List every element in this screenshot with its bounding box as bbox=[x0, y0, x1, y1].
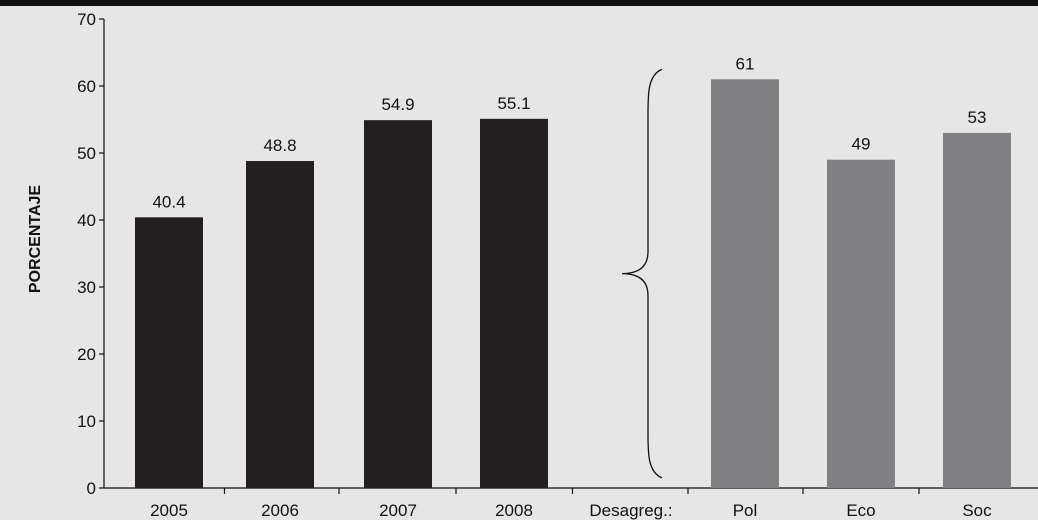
category-label: Desagreg.: bbox=[589, 501, 672, 520]
data-label: 53 bbox=[968, 108, 987, 127]
top-border bbox=[0, 0, 1038, 6]
y-tick-label: 10 bbox=[77, 412, 96, 431]
bar-2006 bbox=[246, 161, 314, 489]
data-label: 61 bbox=[736, 54, 755, 73]
category-label: Soc bbox=[962, 501, 992, 520]
bars bbox=[135, 79, 1011, 489]
data-label: 55.1 bbox=[497, 94, 530, 113]
bar-soc bbox=[943, 132, 1011, 488]
y-tick-label: 40 bbox=[77, 211, 96, 230]
bar-2007 bbox=[364, 120, 432, 489]
y-axis-title: PORCENTAJE bbox=[27, 185, 44, 293]
bar-eco bbox=[827, 159, 895, 488]
y-tick-label: 70 bbox=[77, 10, 96, 29]
category-label: Pol bbox=[733, 501, 758, 520]
data-label: 49 bbox=[852, 135, 871, 154]
labels: 40.4 2005 48.8 2006 54.9 2007 55.1 2008 Desagreg… bbox=[150, 54, 992, 520]
y-tick-label: 50 bbox=[77, 144, 96, 163]
y-tick-label: 20 bbox=[77, 345, 96, 364]
data-label: 54.9 bbox=[381, 95, 414, 114]
bar-pol bbox=[711, 79, 779, 489]
bar-2005 bbox=[135, 217, 203, 488]
category-label: Eco bbox=[846, 501, 875, 520]
brace-annotation bbox=[621, 68, 663, 479]
category-label: 2007 bbox=[379, 501, 417, 520]
category-label: 2006 bbox=[261, 501, 299, 520]
y-tick-label: 0 bbox=[87, 479, 96, 498]
data-label: 48.8 bbox=[263, 136, 296, 155]
data-label: 40.4 bbox=[152, 192, 185, 211]
category-label: 2008 bbox=[495, 501, 533, 520]
y-tick-label: 30 bbox=[77, 278, 96, 297]
y-tick-label: 60 bbox=[77, 77, 96, 96]
bar-2008 bbox=[480, 118, 548, 488]
category-label: 2005 bbox=[150, 501, 188, 520]
